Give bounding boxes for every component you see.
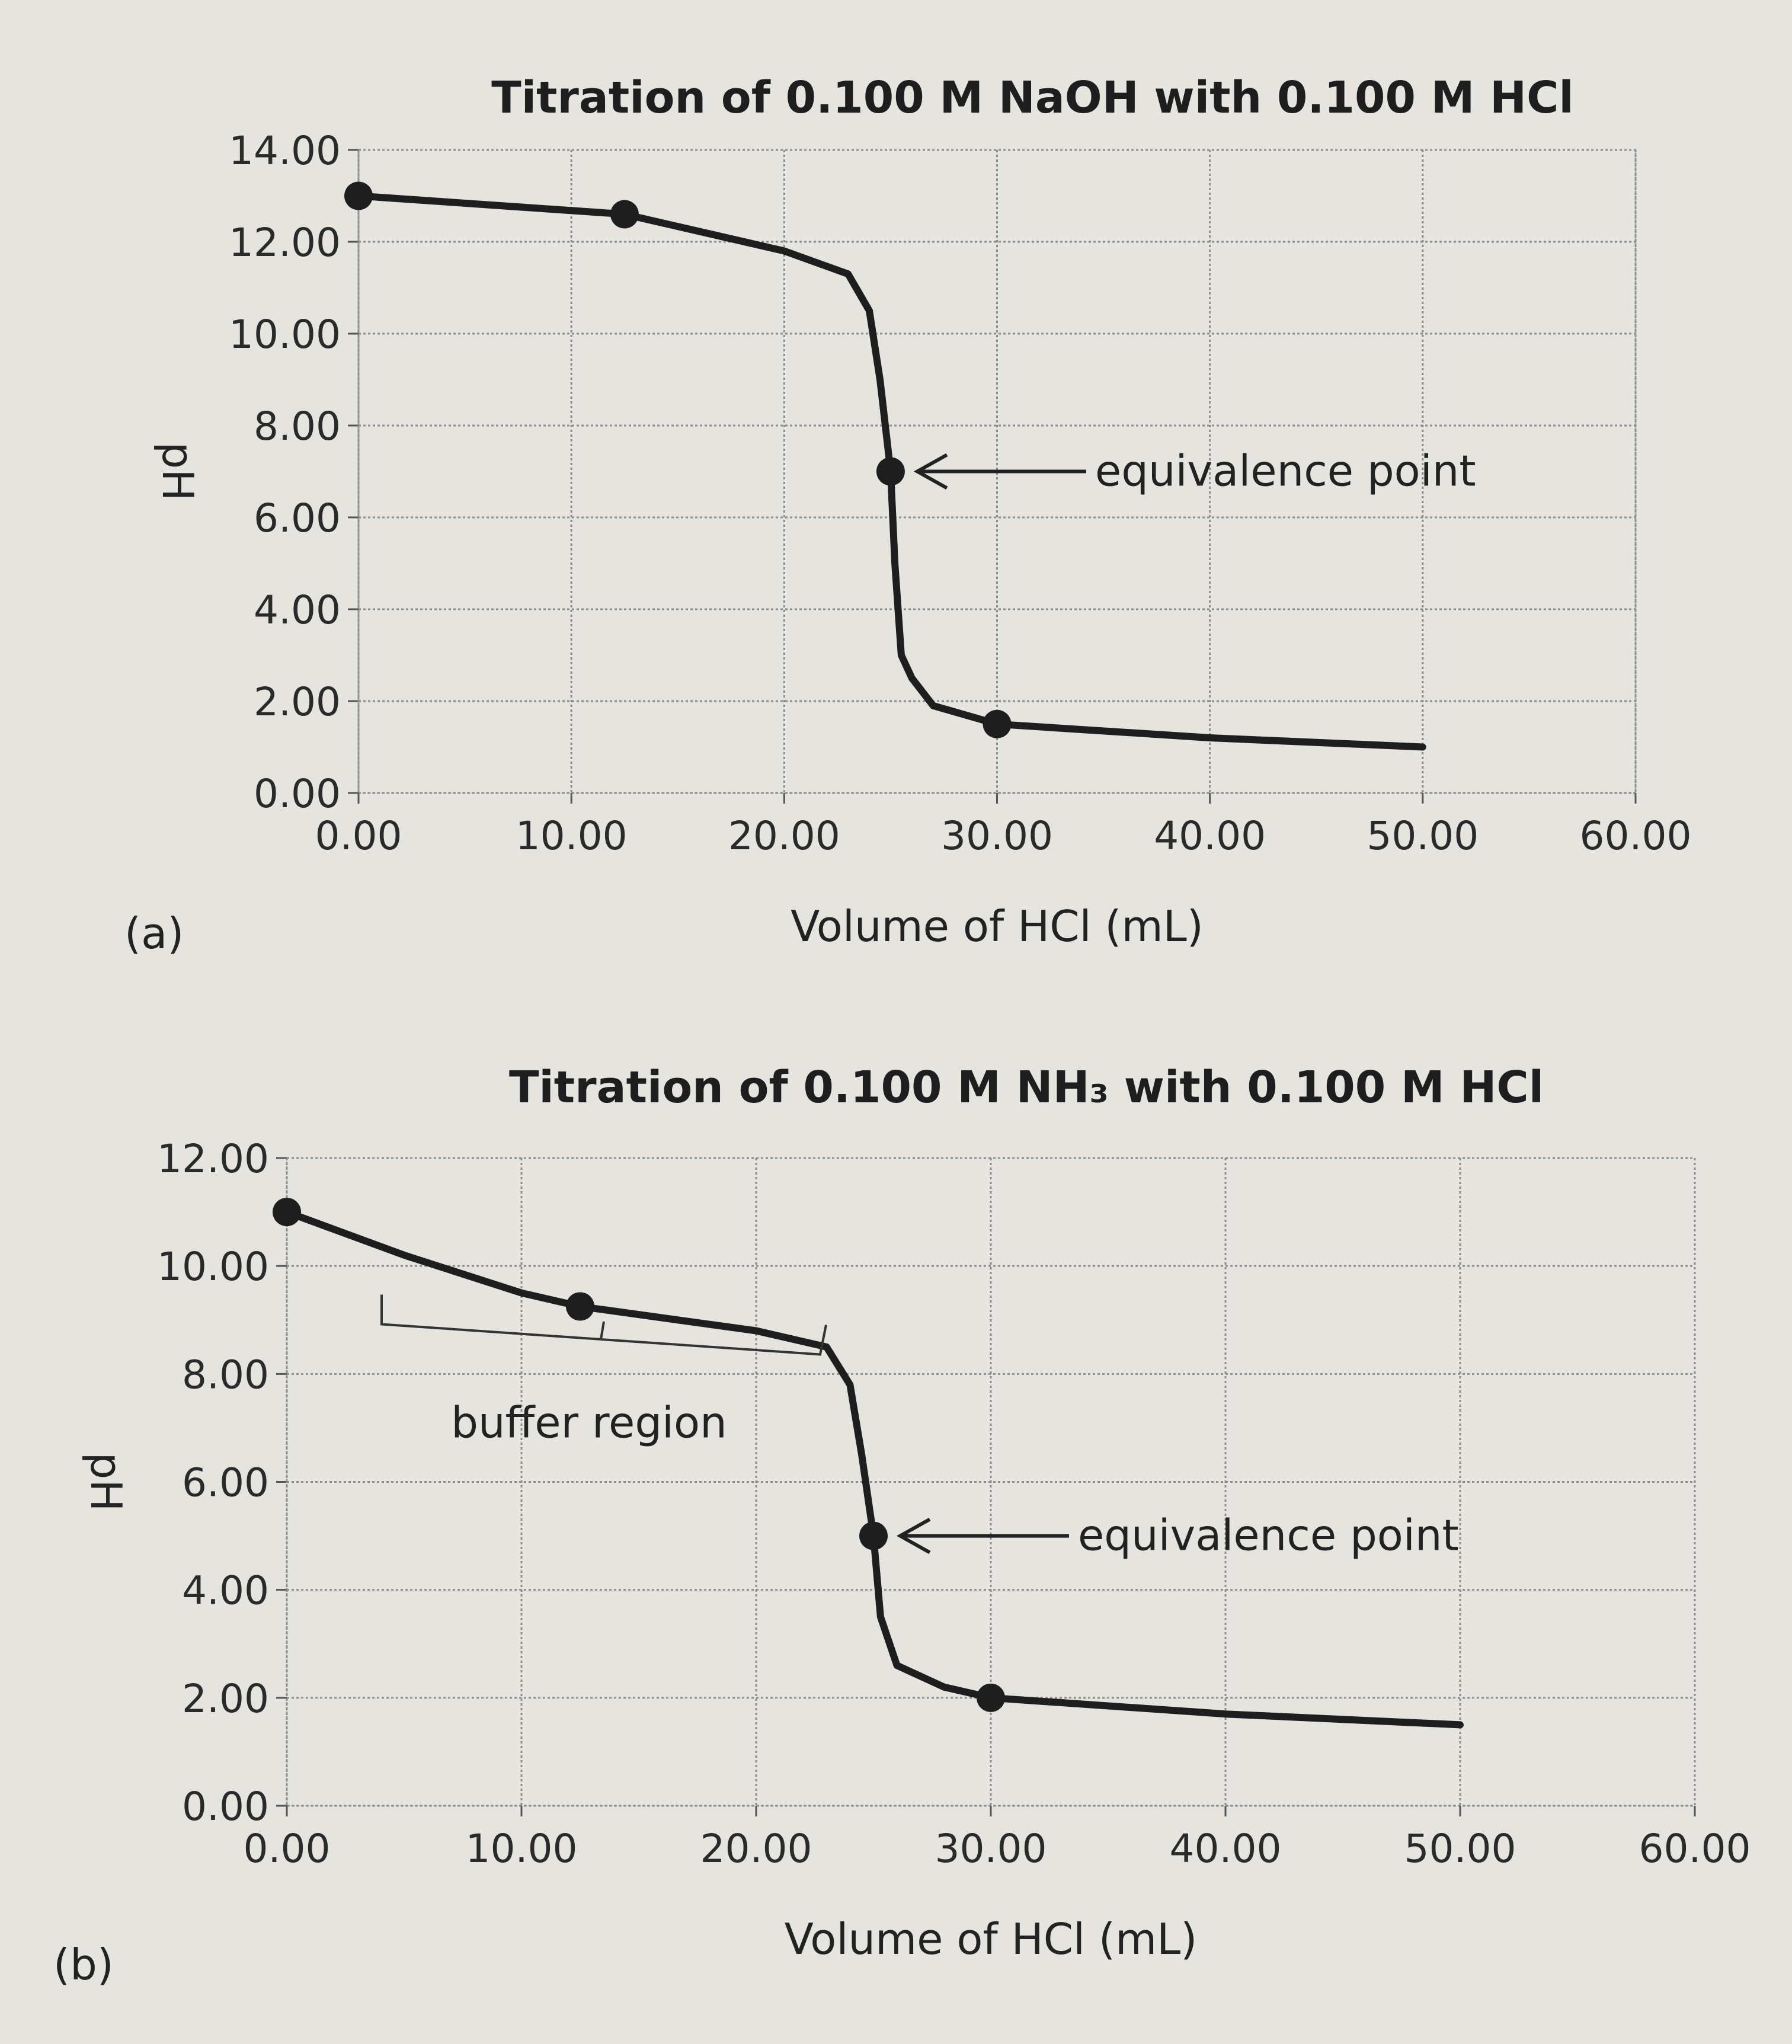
x-tick-label: 40.00 bbox=[1170, 1826, 1282, 1872]
x-tick-label: 50.00 bbox=[1404, 1826, 1516, 1872]
y-tick-label: 8.00 bbox=[182, 1352, 269, 1397]
y-tick-label: 4.00 bbox=[182, 1568, 269, 1614]
marker bbox=[977, 1683, 1005, 1712]
plot-frame bbox=[357, 149, 1637, 794]
y-tick-label: 6.00 bbox=[254, 495, 341, 541]
y-tick-label: 0.00 bbox=[254, 771, 341, 817]
annotation: equivalence point bbox=[1078, 1511, 1459, 1560]
arrow-head bbox=[896, 1517, 931, 1554]
y-tick-label: 8.00 bbox=[254, 404, 341, 449]
bracket bbox=[380, 1294, 827, 1356]
marker bbox=[344, 181, 373, 210]
line bbox=[283, 1208, 1464, 1729]
x-tick-label: 60.00 bbox=[1639, 1826, 1751, 1872]
marker bbox=[983, 709, 1012, 738]
y-axis-label: pH bbox=[153, 442, 203, 501]
x-axis-label: Volume of HCl (mL) bbox=[791, 901, 1204, 951]
x-axis-label: Volume of HCl (mL) bbox=[785, 1914, 1198, 1964]
x-tick-label: 0.00 bbox=[244, 1826, 331, 1872]
marker bbox=[566, 1292, 594, 1321]
x-tick-label: 40.00 bbox=[1154, 813, 1266, 859]
panel-label: (a) bbox=[124, 909, 184, 958]
chart-title: Titration of 0.100 M NH₃ with 0.100 M HC… bbox=[509, 1062, 1544, 1113]
x-tick-label: 10.00 bbox=[466, 1826, 578, 1872]
x-tick-label: 50.00 bbox=[1367, 813, 1479, 859]
y-tick-label: 0.00 bbox=[182, 1784, 269, 1829]
marker bbox=[610, 200, 639, 229]
marker bbox=[859, 1521, 888, 1550]
y-tick-label: 12.00 bbox=[157, 1136, 269, 1182]
y-tick-label: 6.00 bbox=[182, 1460, 269, 1506]
y-tick-label: 14.00 bbox=[229, 128, 341, 174]
marker bbox=[876, 457, 905, 486]
x-tick-label: 10.00 bbox=[516, 813, 628, 859]
x-tick-label: 30.00 bbox=[935, 1826, 1047, 1872]
x-tick-label: 30.00 bbox=[941, 813, 1053, 859]
panel-label: (b) bbox=[53, 1940, 114, 1989]
arrow-head bbox=[913, 453, 948, 490]
y-tick-label: 2.00 bbox=[254, 679, 341, 725]
y-tick-label: 10.00 bbox=[157, 1244, 269, 1290]
x-tick-label: 0.00 bbox=[315, 813, 402, 859]
x-tick-label: 60.00 bbox=[1580, 813, 1692, 859]
y-tick-label: 2.00 bbox=[182, 1676, 269, 1722]
y-tick-label: 4.00 bbox=[254, 587, 341, 633]
marker bbox=[273, 1198, 301, 1227]
y-tick-label: 10.00 bbox=[229, 312, 341, 357]
x-tick-label: 20.00 bbox=[728, 813, 840, 859]
annotation: equivalence point bbox=[1095, 446, 1476, 496]
y-axis-label: pH bbox=[81, 1453, 131, 1512]
y-tick-label: 12.00 bbox=[229, 220, 341, 266]
annotation: buffer region bbox=[451, 1397, 727, 1447]
x-tick-label: 20.00 bbox=[700, 1826, 812, 1872]
chart-title: Titration of 0.100 M NaOH with 0.100 M H… bbox=[491, 72, 1574, 123]
